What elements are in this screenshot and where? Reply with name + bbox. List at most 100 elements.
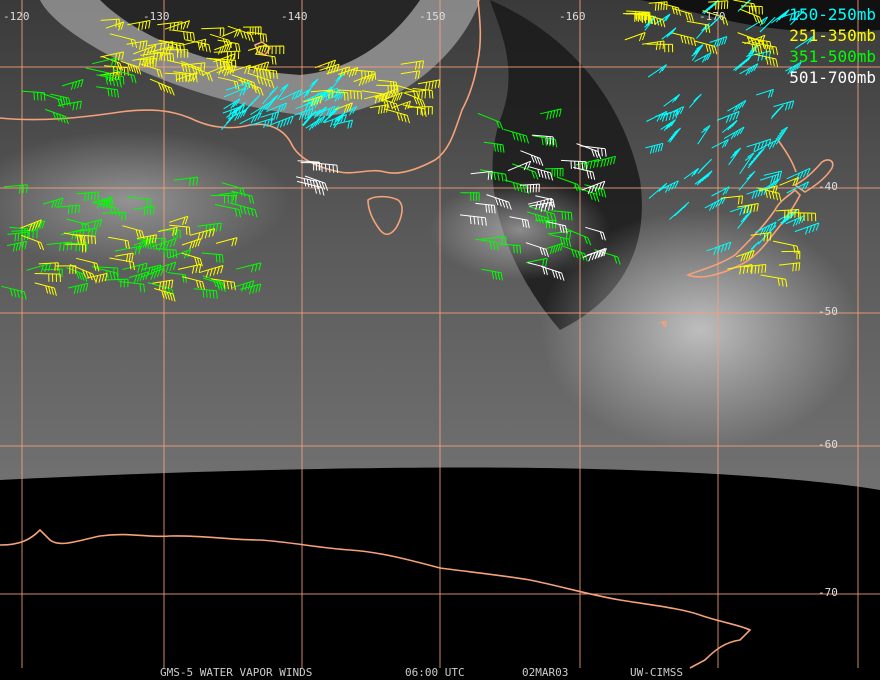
wind-barb xyxy=(739,152,755,175)
wind-barb xyxy=(353,73,376,87)
wind-barb xyxy=(218,191,238,201)
tasmania-coast xyxy=(367,195,403,236)
wind-barb xyxy=(546,221,568,234)
wind-barb xyxy=(159,229,181,239)
wind-barb xyxy=(544,167,564,177)
wind-barb xyxy=(747,147,765,169)
wind-barb xyxy=(71,234,97,245)
wind-barb xyxy=(694,52,712,63)
wind-barb xyxy=(155,248,178,259)
wind-barb xyxy=(772,240,800,255)
wind-barb xyxy=(223,87,247,98)
longitude-label: -130 xyxy=(143,10,170,23)
wind-barb xyxy=(384,91,403,104)
wind-barb xyxy=(625,13,650,22)
legend-entry: 351-500mb xyxy=(789,47,876,66)
wind-barb xyxy=(254,53,277,65)
wind-barb xyxy=(556,176,581,193)
wind-barb xyxy=(475,202,496,214)
wind-barb xyxy=(66,218,91,233)
wind-barb xyxy=(531,134,555,145)
wind-barb xyxy=(529,201,555,212)
wind-barb xyxy=(50,93,71,107)
wind-barb xyxy=(532,135,558,148)
wind-barb xyxy=(214,42,233,55)
wind-barb xyxy=(173,71,198,83)
wind-barb xyxy=(151,237,177,252)
wind-barb xyxy=(82,218,103,229)
wind-barb xyxy=(716,110,740,124)
wind-barb xyxy=(711,186,730,197)
antarctica-coast xyxy=(0,528,752,669)
wind-barb xyxy=(663,93,681,107)
wind-barb xyxy=(122,225,145,240)
wind-barb xyxy=(352,69,377,80)
wind-barb xyxy=(672,32,697,47)
wind-barb xyxy=(777,211,795,223)
wind-barb xyxy=(120,60,142,75)
wind-barb xyxy=(38,262,59,271)
wind-barb xyxy=(43,268,63,278)
barb-group xyxy=(21,57,137,125)
legend: 150-250mb 251-350mb 351-500mb 501-700mb xyxy=(789,5,876,87)
wind-barb xyxy=(85,67,112,82)
wind-barb xyxy=(737,211,752,229)
wind-barb xyxy=(481,236,507,246)
wind-barb xyxy=(525,242,549,258)
wind-barb xyxy=(277,83,289,100)
wind-barb xyxy=(133,44,157,57)
wind-barb xyxy=(231,74,257,91)
wind-barb xyxy=(9,226,29,237)
wind-barb xyxy=(164,20,191,30)
wind-barb xyxy=(778,262,801,272)
wind-barb xyxy=(758,185,778,195)
wind-barb xyxy=(132,55,155,67)
barb-group xyxy=(303,59,441,124)
wind-barb xyxy=(564,227,592,246)
wind-barb xyxy=(754,53,779,67)
wind-barb xyxy=(626,10,651,21)
wind-barb xyxy=(227,108,248,121)
wind-barb xyxy=(226,81,251,91)
wind-barb xyxy=(247,44,268,56)
coastlines xyxy=(0,0,834,669)
wind-barb xyxy=(189,228,216,241)
wind-barb xyxy=(694,170,713,186)
longitude-label: -140 xyxy=(281,10,308,23)
barb-group xyxy=(295,160,339,196)
australia-coast xyxy=(0,0,482,174)
wind-barb xyxy=(314,59,336,71)
wind-barb xyxy=(335,105,358,119)
wind-barb xyxy=(223,98,241,110)
wind-barb xyxy=(786,167,811,181)
wind-barb xyxy=(655,110,679,122)
wind-barb xyxy=(214,204,241,218)
wind-barb xyxy=(535,219,557,229)
wind-barb xyxy=(56,265,77,274)
wind-barb xyxy=(575,158,600,171)
legend-entry: 251-350mb xyxy=(789,26,876,45)
wind-barb xyxy=(697,158,713,174)
wind-barb xyxy=(324,90,345,102)
wind-barb xyxy=(20,219,42,232)
wind-barb xyxy=(242,94,261,114)
wind-barb xyxy=(519,183,540,193)
wind-barb xyxy=(672,7,694,22)
wind-barb xyxy=(1,285,27,300)
graticule-labels: -120 -130 -140 -150 -160 -170 -40 -50 -6… xyxy=(3,10,838,599)
wind-barb xyxy=(392,100,411,110)
wind-barb xyxy=(105,21,125,31)
wind-barb xyxy=(377,79,398,91)
wind-barb xyxy=(57,100,82,111)
wind-barb xyxy=(746,50,772,62)
wind-barb xyxy=(185,39,211,53)
wind-barb xyxy=(751,41,779,56)
barb-group xyxy=(221,73,358,131)
wind-barb xyxy=(127,20,151,31)
barb-group xyxy=(720,176,817,288)
wind-barb xyxy=(708,0,729,10)
wind-barb xyxy=(539,108,562,120)
new-zealand-south xyxy=(685,188,801,278)
wind-barb xyxy=(92,57,118,67)
